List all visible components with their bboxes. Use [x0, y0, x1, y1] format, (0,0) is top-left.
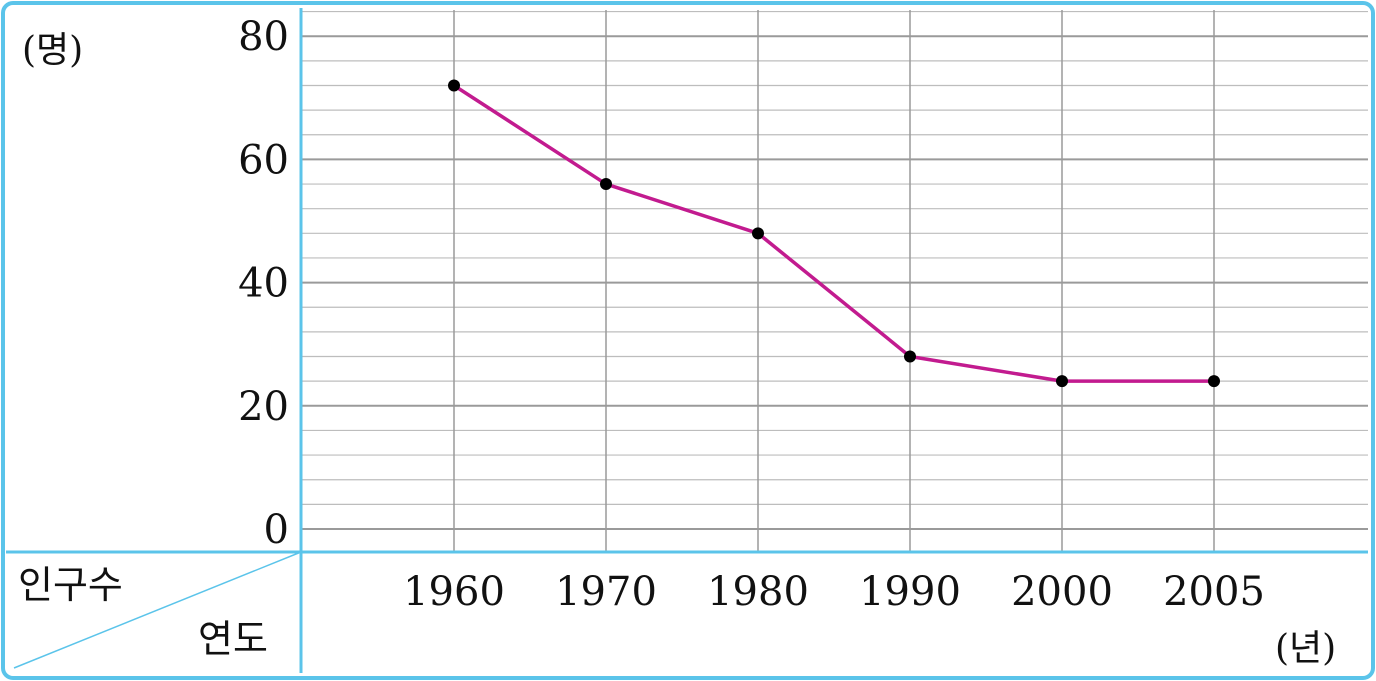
- x-category-label: 2005: [1163, 569, 1265, 615]
- y-tick-label: 0: [264, 507, 289, 553]
- y-tick-label: 20: [238, 384, 289, 430]
- data-point: [448, 79, 460, 92]
- header-row-label: 인구수: [18, 563, 123, 607]
- y-tick-label: 80: [238, 14, 289, 60]
- y-unit-label: (명): [22, 30, 83, 71]
- y-tick-label: 40: [238, 261, 289, 307]
- x-category-label: 1980: [707, 569, 809, 615]
- data-point: [904, 350, 916, 363]
- x-unit-label: (년): [1275, 628, 1336, 669]
- data-point: [1056, 375, 1068, 388]
- data-point: [752, 227, 764, 240]
- data-point: [600, 178, 612, 191]
- x-category-label: 1970: [555, 569, 657, 615]
- y-tick-label: 60: [238, 137, 289, 183]
- x-category-labels: 1960 1970 1980 1990 2000 2005: [403, 569, 1265, 615]
- x-category-label: 1990: [859, 569, 961, 615]
- x-category-label: 1960: [403, 569, 505, 615]
- header-col-label: 연도: [198, 617, 268, 661]
- header-diagonal: [13, 551, 302, 669]
- data-point: [1208, 375, 1220, 388]
- series-layer: [448, 79, 1220, 388]
- series-line: [453, 84, 1214, 383]
- x-category-label: 2000: [1011, 569, 1113, 615]
- grid: [301, 10, 1368, 552]
- y-tick-labels: 0 20 40 60 80: [238, 14, 289, 553]
